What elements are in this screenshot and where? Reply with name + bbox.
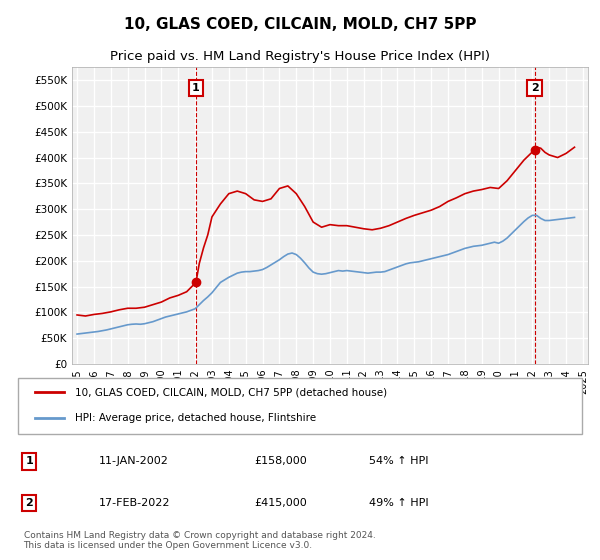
- Text: £158,000: £158,000: [254, 456, 307, 466]
- Text: 49% ↑ HPI: 49% ↑ HPI: [369, 498, 429, 508]
- Text: 11-JAN-2002: 11-JAN-2002: [98, 456, 168, 466]
- Text: 2: 2: [530, 83, 538, 93]
- Text: HPI: Average price, detached house, Flintshire: HPI: Average price, detached house, Flin…: [76, 413, 316, 423]
- Text: 2: 2: [25, 498, 33, 508]
- Text: 17-FEB-2022: 17-FEB-2022: [98, 498, 170, 508]
- Text: Price paid vs. HM Land Registry's House Price Index (HPI): Price paid vs. HM Land Registry's House …: [110, 50, 490, 63]
- Text: 54% ↑ HPI: 54% ↑ HPI: [369, 456, 428, 466]
- FancyBboxPatch shape: [18, 377, 582, 435]
- Text: 10, GLAS COED, CILCAIN, MOLD, CH7 5PP (detached house): 10, GLAS COED, CILCAIN, MOLD, CH7 5PP (d…: [76, 388, 388, 398]
- Text: £415,000: £415,000: [254, 498, 307, 508]
- Text: Contains HM Land Registry data © Crown copyright and database right 2024.
This d: Contains HM Land Registry data © Crown c…: [23, 531, 375, 550]
- Text: 1: 1: [192, 83, 200, 93]
- Text: 10, GLAS COED, CILCAIN, MOLD, CH7 5PP: 10, GLAS COED, CILCAIN, MOLD, CH7 5PP: [124, 17, 476, 32]
- Text: 1: 1: [25, 456, 33, 466]
